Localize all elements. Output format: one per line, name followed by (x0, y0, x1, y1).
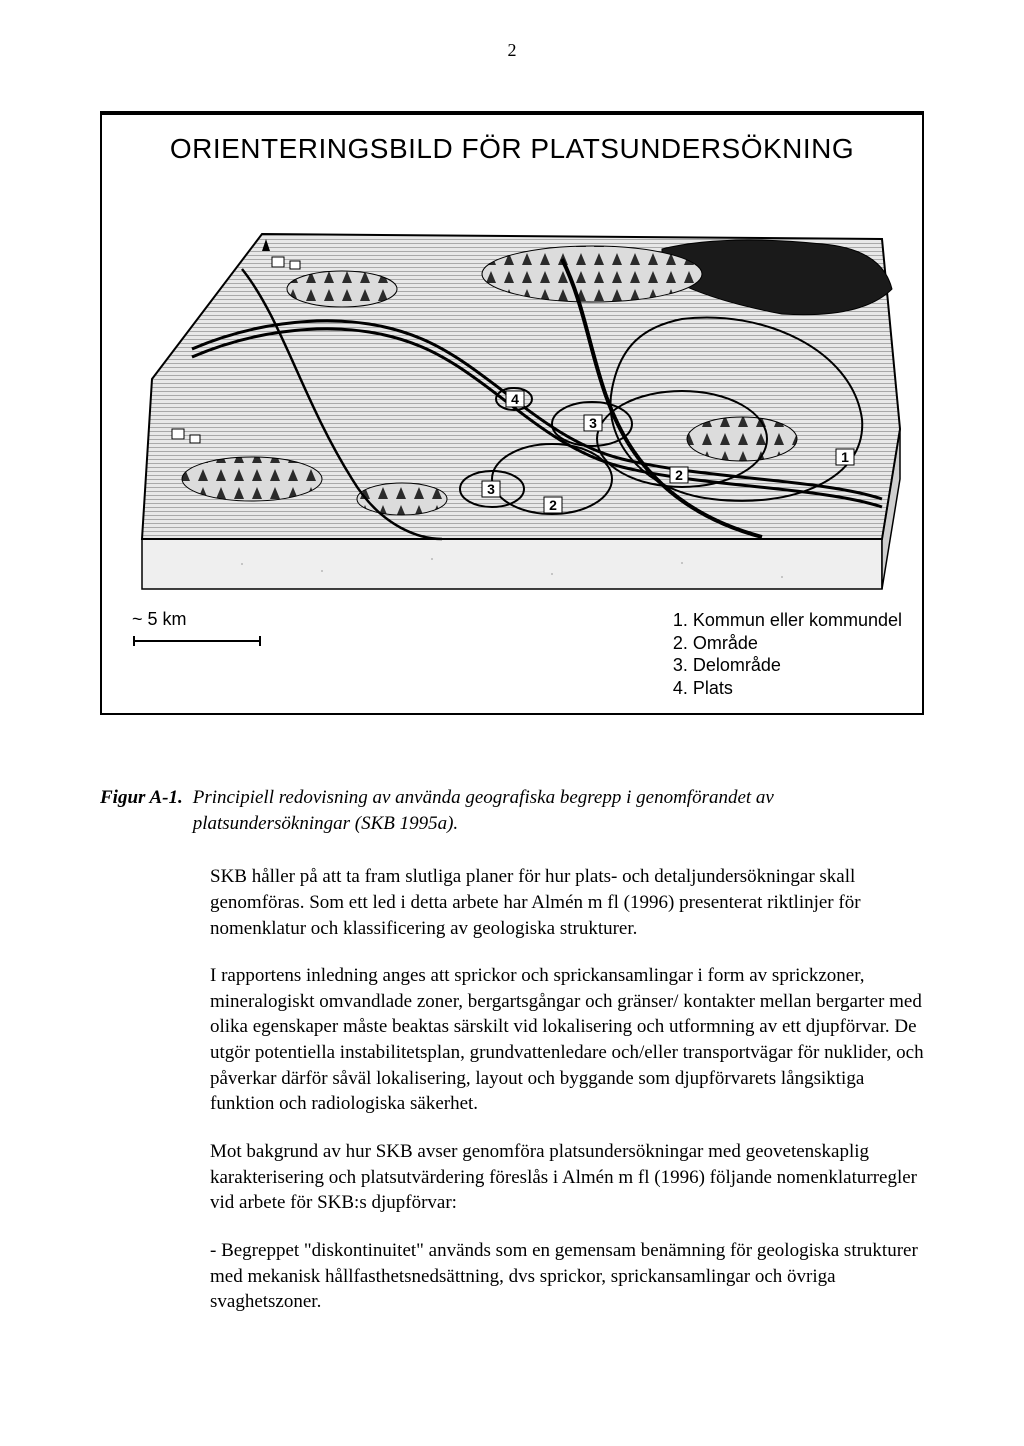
page-number: 2 (100, 40, 924, 61)
legend-item: 3. Delområde (673, 654, 902, 677)
legend-item: 2. Område (673, 632, 902, 655)
figure-caption-label: Figur A-1. (100, 785, 183, 836)
paragraph: - Begreppet "diskontinuitet" används som… (210, 1238, 924, 1315)
svg-text:2: 2 (675, 467, 683, 483)
figure-box: ORIENTERINGSBILD FÖR PLATSUNDERSÖKNING (100, 111, 924, 715)
legend-item: 1. Kommun eller kommundel (673, 609, 902, 632)
terrain-diagram: 1 2 2 3 3 4 (122, 179, 902, 599)
figure-title: ORIENTERINGSBILD FÖR PLATSUNDERSÖKNING (122, 133, 902, 165)
figure-footer: ~ 5 km 1. Kommun eller kommundel 2. Områ… (122, 609, 902, 699)
scale-bar-icon (132, 634, 262, 648)
scale-label: ~ 5 km (132, 609, 187, 630)
paragraph: SKB håller på att ta fram slutliga plane… (210, 864, 924, 941)
svg-text:4: 4 (511, 391, 519, 407)
paragraph: Mot bakgrund av hur SKB avser genomföra … (210, 1139, 924, 1216)
body-text: SKB håller på att ta fram slutliga plane… (210, 864, 924, 1315)
svg-text:3: 3 (589, 415, 597, 431)
svg-text:1: 1 (841, 449, 849, 465)
scale-block: ~ 5 km (122, 609, 262, 648)
figure-caption-text: Principiell redovisning av använda geogr… (193, 785, 924, 836)
legend-list: 1. Kommun eller kommundel 2. Område 3. D… (673, 609, 902, 699)
legend-item: 4. Plats (673, 677, 902, 700)
svg-text:3: 3 (487, 481, 495, 497)
figure-caption: Figur A-1. Principiell redovisning av an… (100, 785, 924, 836)
page: 2 ORIENTERINGSBILD FÖR PLATSUNDERSÖKNING (0, 0, 1024, 1446)
paragraph: I rapportens inledning anges att spricko… (210, 963, 924, 1117)
svg-text:2: 2 (549, 497, 557, 513)
